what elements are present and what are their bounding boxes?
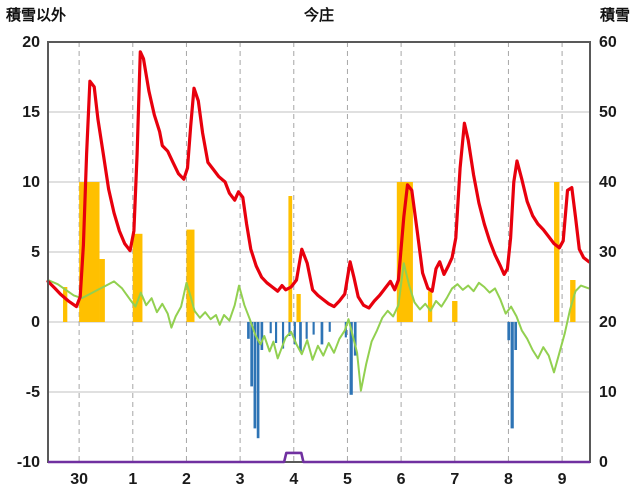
svg-text:30: 30: [70, 471, 88, 488]
svg-text:4: 4: [289, 471, 298, 488]
red-line-series: [46, 50, 591, 310]
right-axis-title: 積雪: [599, 7, 630, 24]
svg-text:7: 7: [450, 471, 459, 488]
svg-text:5: 5: [31, 244, 40, 261]
x-axis-labels: 30 1 2 3 4 5 6 7 8 9: [70, 471, 566, 488]
left-axis-labels: 20 15 10 5 0 -5 -10: [17, 34, 40, 471]
svg-text:30: 30: [599, 244, 617, 261]
svg-text:-10: -10: [17, 454, 40, 471]
svg-text:10: 10: [22, 174, 40, 191]
svg-text:40: 40: [599, 174, 617, 191]
svg-text:10: 10: [599, 384, 617, 401]
blue-bars-series: [247, 322, 518, 439]
right-axis-labels: 60 50 40 30 20 10 0: [599, 34, 617, 471]
svg-text:0: 0: [31, 314, 40, 331]
svg-text:50: 50: [599, 104, 617, 121]
svg-text:15: 15: [22, 104, 40, 121]
purple-line-series: [48, 451, 590, 464]
svg-text:5: 5: [343, 471, 352, 488]
svg-text:9: 9: [558, 471, 567, 488]
svg-text:8: 8: [504, 471, 513, 488]
svg-text:1: 1: [128, 471, 137, 488]
svg-text:20: 20: [22, 34, 40, 51]
svg-text:20: 20: [599, 314, 617, 331]
svg-text:-5: -5: [26, 384, 40, 401]
left-axis-title: 積雪以外: [6, 7, 67, 24]
green-line-series: [47, 262, 590, 392]
svg-text:3: 3: [236, 471, 245, 488]
svg-text:0: 0: [599, 454, 608, 471]
svg-text:2: 2: [182, 471, 191, 488]
svg-text:6: 6: [397, 471, 406, 488]
chart-title: 今庄: [303, 7, 334, 24]
svg-text:60: 60: [599, 34, 617, 51]
